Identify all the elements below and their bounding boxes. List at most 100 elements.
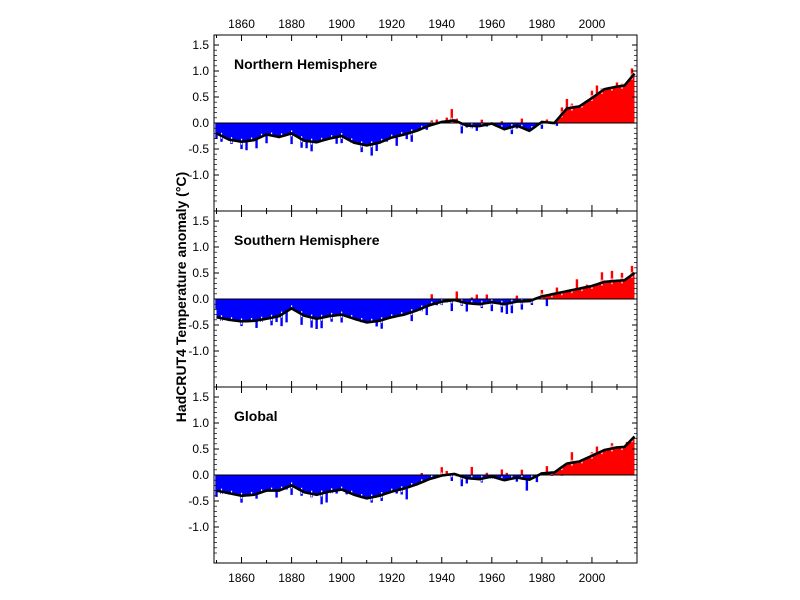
annual-bar	[420, 472, 423, 475]
y-tick-label: 1.0	[192, 416, 209, 430]
annual-bar	[270, 123, 273, 129]
bottom-x-axis: 1860 1880 1900 1920 1940 1960 1980 2000	[216, 205, 618, 585]
annual-bar	[430, 294, 433, 299]
annual-bar	[590, 296, 594, 299]
annual-bar	[520, 469, 524, 475]
annual-bar	[545, 466, 549, 475]
annual-bar	[620, 272, 624, 299]
annual-bar	[335, 299, 338, 305]
annual-bar	[245, 123, 248, 151]
annual-bar	[350, 123, 353, 143]
annual-bar	[335, 475, 338, 494]
annual-bar	[235, 299, 238, 317]
annual-bar	[310, 299, 313, 328]
annual-bar	[580, 297, 584, 299]
annual-bar	[550, 296, 554, 299]
annual-bar	[325, 123, 328, 136]
x-tick-label-bottom: 1920	[378, 571, 405, 585]
annual-bar	[355, 123, 358, 138]
annual-bar	[260, 475, 263, 491]
panel-title: Global	[234, 408, 278, 424]
annual-bar	[545, 299, 549, 307]
annual-bar	[605, 288, 609, 299]
positive-anomaly-fill	[216, 273, 635, 299]
annual-bar	[220, 299, 223, 322]
smoothed-series-line	[216, 271, 636, 324]
annual-bar	[585, 467, 589, 475]
annual-bar	[230, 299, 233, 317]
annual-bar	[505, 472, 509, 475]
annual-bar	[385, 299, 388, 308]
annual-bar	[310, 475, 313, 498]
annual-bar	[405, 299, 408, 308]
annual-bar	[315, 299, 318, 330]
annual-bar	[275, 123, 278, 130]
annual-bar	[330, 475, 333, 494]
annual-bar	[330, 299, 333, 322]
annual-bar	[630, 447, 634, 475]
annual-bar	[460, 123, 463, 134]
annual-bar	[375, 475, 378, 490]
annual-bar	[610, 443, 614, 475]
annual-bar	[390, 475, 393, 484]
annual-bar	[595, 446, 599, 475]
annual-bar	[350, 475, 353, 485]
annual-bar	[425, 475, 428, 481]
y-tick-label: -0.5	[188, 318, 209, 332]
annual-bar	[230, 123, 233, 144]
smoothed-series-line	[215, 72, 636, 147]
annual-bar	[305, 123, 308, 149]
annual-bar	[315, 475, 318, 494]
y-tick-label: 1.5	[192, 38, 209, 52]
annual-bar	[430, 120, 433, 123]
annual-bar	[250, 299, 253, 320]
annual-bar	[380, 299, 383, 329]
x-tick-label-bottom: 1980	[529, 571, 556, 585]
annual-bar	[575, 468, 579, 475]
annual-bar	[500, 469, 504, 475]
annual-bar	[325, 299, 328, 314]
annual-bar	[440, 467, 443, 475]
x-tick-label-bottom: 1860	[228, 571, 255, 585]
annual-bar	[360, 123, 363, 153]
annual-bar	[415, 123, 418, 129]
annual-bar	[610, 270, 614, 299]
annual-bar	[415, 299, 418, 302]
annual-bar	[450, 299, 453, 312]
x-tick-label-top: 2000	[579, 17, 606, 31]
annual-bar	[570, 296, 574, 299]
annual-bar	[220, 475, 223, 495]
annual-bar	[555, 473, 559, 475]
annual-bar	[385, 123, 388, 142]
annual-bar	[580, 466, 584, 475]
annual-bar	[360, 299, 363, 323]
annual-bar	[485, 294, 489, 299]
y-tick-label: -0.5	[188, 494, 209, 508]
annual-bar	[235, 475, 238, 488]
annual-bar	[590, 90, 594, 123]
y-tick-label: 1.0	[192, 64, 209, 78]
annual-bar	[340, 475, 343, 487]
annual-bar	[400, 299, 403, 312]
y-tick-label: 0.0	[192, 468, 209, 482]
annual-bar	[355, 299, 358, 321]
annual-bar	[375, 299, 378, 327]
y-tick-label: -0.5	[188, 142, 209, 156]
annual-bar	[245, 299, 248, 315]
annual-bar	[470, 297, 474, 299]
y-tick-label: 0.5	[192, 442, 209, 456]
annual-bar	[365, 299, 368, 313]
annual-bar	[390, 299, 393, 314]
annual-bar	[280, 123, 283, 130]
annual-bar	[285, 475, 288, 490]
annual-bar	[565, 293, 569, 299]
annual-bar	[215, 475, 218, 497]
annual-bar	[630, 265, 634, 299]
panel-title: Northern Hemisphere	[234, 56, 377, 72]
x-tick-label-bottom: 1880	[278, 571, 305, 585]
annual-bar	[470, 466, 474, 475]
annual-bar	[305, 299, 308, 312]
annual-bar	[280, 475, 283, 482]
annual-bar	[395, 123, 398, 146]
